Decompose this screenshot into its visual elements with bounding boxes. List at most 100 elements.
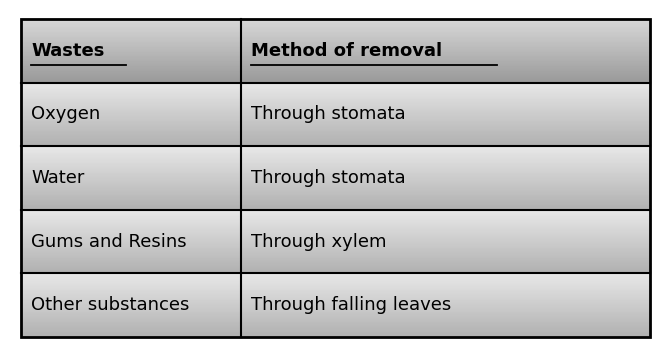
Bar [21,165,242,167]
Bar [21,269,242,271]
Bar [242,332,650,333]
Bar [242,168,650,169]
Bar [242,102,650,103]
Bar [21,220,242,221]
Bar [242,301,650,303]
Bar [242,226,650,227]
Bar [21,294,242,295]
Bar [21,155,242,156]
Bar [242,305,650,307]
Bar [21,103,242,104]
Bar [21,126,242,127]
Bar [21,19,242,20]
Bar [242,172,650,173]
Bar [21,85,242,87]
Bar [242,25,650,27]
Bar [21,154,242,155]
Bar [242,290,650,291]
Bar [242,201,650,202]
Bar [21,66,242,67]
Bar [242,224,650,225]
Bar [21,65,242,66]
Bar [21,146,242,147]
Bar [242,197,650,198]
Bar [242,328,650,329]
Bar [242,32,650,33]
Bar [242,74,650,75]
Bar [21,262,242,263]
Bar [242,292,650,294]
Bar [21,176,242,177]
Bar [242,138,650,140]
Bar [21,187,242,188]
Bar [21,286,242,287]
Bar [242,200,650,201]
Bar [21,118,242,120]
Bar [242,136,650,137]
Bar [21,251,242,252]
Bar [242,53,650,55]
Bar [21,308,242,309]
Bar [21,289,242,290]
Bar [242,37,650,38]
Bar [242,230,650,231]
Bar [21,46,242,47]
Bar [242,265,650,266]
Bar [21,114,242,116]
Bar [242,267,650,268]
Bar [242,211,650,212]
Bar [21,51,242,52]
Bar [21,240,242,242]
Bar [242,123,650,125]
Bar [21,231,242,233]
Bar [242,198,650,200]
Bar [21,197,242,198]
Bar [21,215,242,216]
Bar [21,36,242,37]
Bar [21,209,242,210]
Bar [242,27,650,28]
Bar [21,61,242,62]
Bar [242,219,650,220]
Bar [242,52,650,53]
Bar [242,167,650,168]
Bar [21,111,242,112]
Bar [242,225,650,226]
Bar [242,304,650,305]
Bar [242,93,650,94]
Bar [242,156,650,158]
Bar [21,48,242,49]
Bar [21,164,242,165]
Bar [242,88,650,89]
Bar [242,263,650,265]
Bar [242,130,650,131]
Bar [242,248,650,249]
Bar [242,245,650,247]
Bar [21,41,242,42]
Bar [21,179,242,180]
Bar [21,108,242,109]
Bar [21,123,242,125]
Bar [21,188,242,189]
Bar [21,221,242,222]
Bar [242,183,650,184]
Bar [21,130,242,131]
Bar [242,322,650,323]
Bar [242,40,650,41]
Bar [242,105,650,107]
Bar [21,140,242,141]
Bar [21,257,242,258]
Bar [242,48,650,49]
Bar [242,154,650,155]
Bar [242,100,650,102]
Bar [242,112,650,113]
Bar [242,82,650,83]
Text: Through stomata: Through stomata [252,105,406,124]
Bar [242,319,650,320]
Text: Through xylem: Through xylem [252,232,386,251]
Bar [242,260,650,261]
Bar [21,322,242,323]
Bar [242,189,650,191]
Bar [21,70,242,71]
Bar [242,227,650,229]
